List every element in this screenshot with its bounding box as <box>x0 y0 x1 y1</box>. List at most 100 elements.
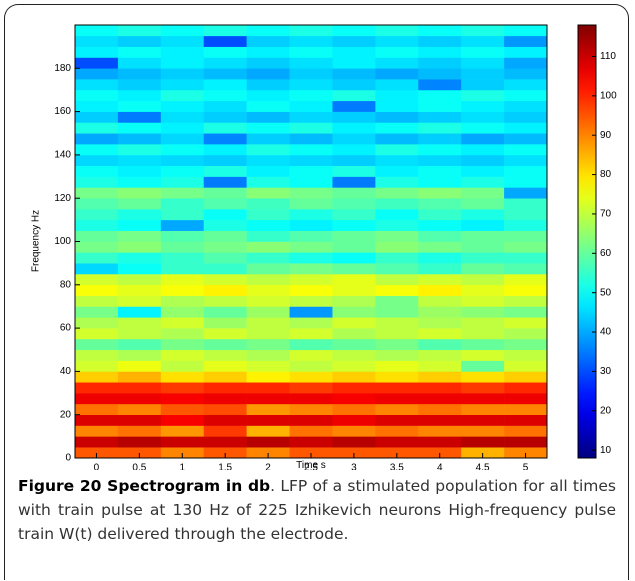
cell <box>160 338 205 351</box>
cell <box>75 382 119 394</box>
x-tick-label: 1.5 <box>218 463 232 470</box>
cell <box>332 273 376 286</box>
cell <box>203 317 247 329</box>
cell <box>289 187 333 199</box>
cell <box>75 263 119 275</box>
cell <box>375 133 419 145</box>
colorbar-tick-label: 70 <box>600 209 612 220</box>
cell <box>246 176 290 188</box>
cell <box>160 154 205 167</box>
cell <box>246 89 290 102</box>
cell <box>160 122 205 134</box>
cell <box>332 68 376 80</box>
cell <box>75 393 119 405</box>
cell <box>246 252 290 264</box>
cell <box>75 295 119 307</box>
cell <box>461 252 505 264</box>
x-tick-label: 2 <box>265 463 271 470</box>
cell <box>375 35 419 47</box>
cell <box>117 68 162 80</box>
cell <box>117 360 162 372</box>
cell <box>289 198 333 210</box>
cell <box>461 295 505 307</box>
cell <box>160 111 205 123</box>
colorbar-tick-label: 90 <box>600 130 612 141</box>
cell <box>461 447 505 459</box>
cell <box>160 79 205 91</box>
cell <box>461 176 505 188</box>
cell <box>246 230 290 242</box>
cell <box>246 317 290 329</box>
colorbar-tick-label: 30 <box>600 366 612 377</box>
cell <box>203 35 247 47</box>
cell <box>203 436 247 448</box>
cell <box>203 25 247 37</box>
cell <box>332 414 376 426</box>
cell <box>246 133 290 145</box>
cell <box>375 295 419 307</box>
cell <box>418 122 462 134</box>
cell <box>117 328 162 340</box>
cell <box>75 328 119 340</box>
cell <box>418 349 462 361</box>
cell <box>418 371 462 383</box>
cell <box>203 295 247 307</box>
cell <box>160 198 205 210</box>
cell <box>289 35 333 47</box>
colorbar-tick-label: 110 <box>600 51 616 62</box>
cell <box>289 425 333 437</box>
cell <box>117 165 162 177</box>
cell <box>75 79 119 91</box>
cell <box>289 349 333 361</box>
cell <box>375 317 419 329</box>
cell <box>117 89 162 102</box>
cell <box>418 403 462 415</box>
cell <box>461 436 505 448</box>
cell <box>246 57 290 69</box>
y-tick-label: 120 <box>54 193 71 204</box>
cell <box>160 165 205 177</box>
cell <box>203 209 247 221</box>
cell <box>289 306 333 318</box>
cell <box>117 414 162 426</box>
cell <box>418 209 462 221</box>
x-tick-label: 4 <box>437 463 443 470</box>
x-tick-label: 3.5 <box>390 463 404 470</box>
cell <box>332 100 376 112</box>
cell <box>289 371 333 383</box>
cell <box>203 252 247 264</box>
cell <box>203 154 247 167</box>
cell <box>117 241 162 253</box>
cell <box>160 89 205 102</box>
cell <box>418 133 462 145</box>
caption: Figure 20 Spectrogram in db. LFP of a st… <box>18 474 616 546</box>
cell <box>504 317 548 329</box>
y-tick-label: 80 <box>60 279 72 290</box>
cell <box>75 306 119 318</box>
cell <box>461 230 505 242</box>
cell <box>289 144 333 156</box>
cell <box>75 133 119 145</box>
cell <box>332 382 376 394</box>
cell <box>289 100 333 112</box>
colorbar-tick-label: 100 <box>600 90 617 101</box>
cell <box>203 338 247 351</box>
cell <box>332 122 376 134</box>
cell <box>203 393 247 405</box>
cell <box>246 154 290 167</box>
cell <box>461 165 505 177</box>
cell <box>332 144 376 156</box>
caption-text: . LFP of a stimulated population for all… <box>18 477 616 543</box>
cell <box>504 252 548 264</box>
cell <box>160 230 205 242</box>
colorbar-tick-label: 20 <box>600 405 612 416</box>
cell <box>246 198 290 210</box>
cell <box>246 263 290 275</box>
cell <box>461 122 505 134</box>
cell <box>504 68 548 80</box>
cell <box>375 349 419 361</box>
cell <box>418 241 462 253</box>
cell <box>418 414 462 426</box>
cell <box>160 273 205 286</box>
cell <box>246 425 290 437</box>
